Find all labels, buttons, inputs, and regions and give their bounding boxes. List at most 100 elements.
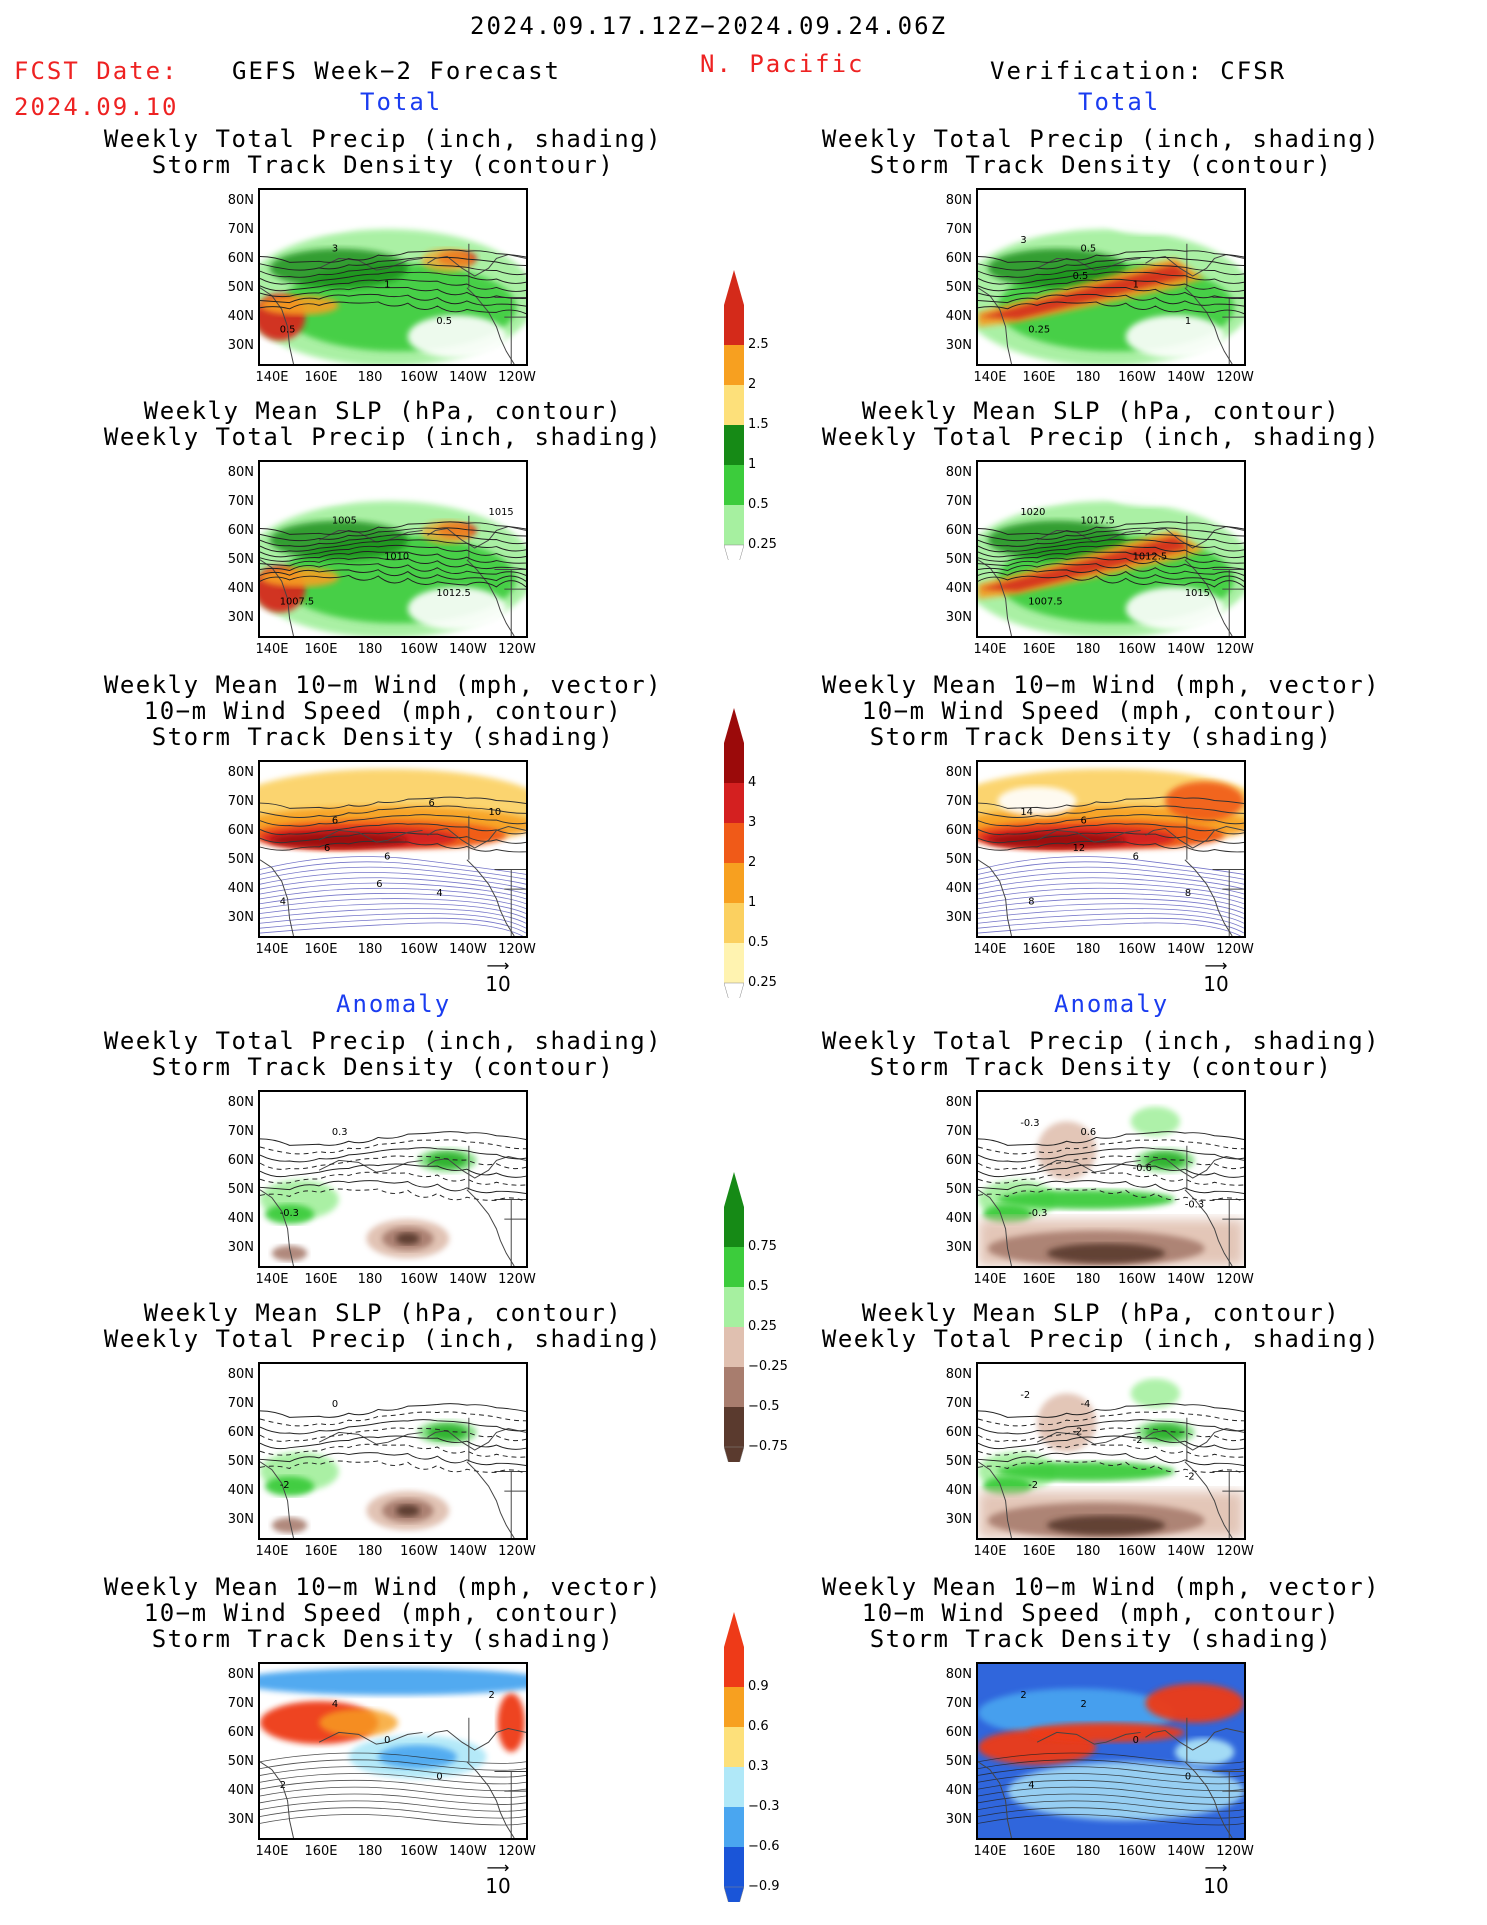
lat-label-t3-forecast-2: 60N <box>227 823 254 838</box>
colorbar-segment-3 <box>724 863 744 903</box>
panel-title-t1-forecast-line2: Storm Track Density (contour) <box>151 151 615 179</box>
contour-label-t2-verification-2: 1012.5 <box>1133 552 1167 563</box>
contour-label-a3-forecast-3: 0 <box>436 1771 442 1782</box>
colorbar-storm-total <box>723 708 745 1019</box>
lon-label-t2-forecast-2: 180 <box>357 642 383 657</box>
lon-label-a1-verification-3: 160W <box>1118 1272 1156 1287</box>
lon-label-t3-verification-1: 160E <box>1022 942 1056 957</box>
lon-label-a2-verification-1: 160E <box>1022 1544 1056 1559</box>
verification-label: Verification: CFSR <box>990 57 1287 85</box>
lon-label-t3-verification-2: 180 <box>1075 942 1101 957</box>
contour-label-a3-verification-0: 4 <box>1028 1780 1034 1791</box>
lat-label-t2-verification-0: 80N <box>945 465 972 480</box>
lon-label-a3-verification-1: 160E <box>1022 1844 1056 1859</box>
lon-label-t2-verification-1: 160E <box>1022 642 1056 657</box>
panel-title-t3-forecast-line2: 10−m Wind Speed (mph, contour) <box>143 697 623 725</box>
lat-label-t1-forecast-3: 50N <box>227 280 254 295</box>
lat-label-t3-forecast-0: 80N <box>227 765 254 780</box>
map-panel-a3-verification: 4 2 0 0 2 <box>976 1662 1246 1840</box>
vector-reference-a3-forecast: ⟶ 10 <box>478 1858 518 1899</box>
panel-title-a1-forecast-line2: Storm Track Density (contour) <box>151 1053 615 1081</box>
colorbar-label-precip-total-2: 1.5 <box>748 417 769 432</box>
map-panel-t2-verification: 1007.5 1017.5 1012.5 1015 1020 <box>976 460 1246 638</box>
panel-title-a1-forecast-line1: Weekly Total Precip (inch, shading) <box>103 1027 663 1055</box>
lon-label-a2-verification-5: 120W <box>1216 1544 1254 1559</box>
colorbar-segment-5 <box>724 943 744 983</box>
colorbar-label-precip-anom-4: −0.5 <box>748 1399 780 1414</box>
panel-title-t3-forecast-line3: Storm Track Density (shading) <box>151 723 615 751</box>
lon-label-a1-forecast-1: 160E <box>304 1272 338 1287</box>
lat-label-t1-forecast-1: 70N <box>227 222 254 237</box>
colorbar-bottom-arrow <box>723 544 745 581</box>
lon-label-t2-forecast-4: 140W <box>449 642 487 657</box>
lat-label-t1-verification-4: 40N <box>945 309 972 324</box>
colorbar-label-precip-total-5: 0.25 <box>748 537 777 552</box>
lon-label-a3-forecast-5: 120W <box>498 1844 536 1859</box>
lon-label-a2-verification-2: 180 <box>1075 1544 1101 1559</box>
arrow-right-icon: ⟶ <box>1204 956 1228 975</box>
lat-label-t3-forecast-4: 40N <box>227 881 254 896</box>
colorbar-segment-1 <box>724 783 744 823</box>
contour-label-a1-verification-1: 0.6 <box>1080 1127 1096 1138</box>
panel-title-t2-forecast-line2: Weekly Total Precip (inch, shading) <box>103 423 663 451</box>
lat-label-a1-verification-3: 50N <box>945 1182 972 1197</box>
colorbar-precip-anom <box>723 1172 745 1483</box>
lat-label-t2-forecast-2: 60N <box>227 523 254 538</box>
colorbar-segment-4 <box>724 1367 744 1407</box>
colorbar-label-storm-anom-2: 0.3 <box>748 1759 769 1774</box>
lon-label-t1-verification-0: 140E <box>973 370 1007 385</box>
contour-label-t3-verification-5: 12 <box>1073 843 1086 854</box>
lat-label-t3-forecast-3: 50N <box>227 852 254 867</box>
colorbar-label-storm-total-2: 2 <box>748 855 757 870</box>
colorbar-label-storm-anom-1: 0.6 <box>748 1719 769 1734</box>
lat-label-a2-verification-4: 40N <box>945 1483 972 1498</box>
lat-label-a2-forecast-3: 50N <box>227 1454 254 1469</box>
contour-label-a2-verification-1: -4 <box>1080 1399 1090 1410</box>
contour-label-t2-forecast-3: 1012.5 <box>436 588 470 599</box>
lat-label-a2-forecast-5: 30N <box>227 1512 254 1527</box>
lat-label-a2-verification-1: 70N <box>945 1396 972 1411</box>
contour-label-t1-forecast-0: 0.5 <box>280 325 296 336</box>
panel-title-t3-verification-line3: Storm Track Density (shading) <box>869 723 1333 751</box>
colorbar-label-storm-total-5: 0.25 <box>748 975 777 990</box>
colorbar-segment-1 <box>724 1247 744 1287</box>
contour-label-a3-verification-3: 0 <box>1185 1771 1191 1782</box>
lon-label-t1-forecast-2: 180 <box>357 370 383 385</box>
colorbar-bottom-arrow <box>723 982 745 1019</box>
panel-title-t1-forecast-line1: Weekly Total Precip (inch, shading) <box>103 125 663 153</box>
contour-label-t2-forecast-4: 1015 <box>489 507 514 518</box>
lon-label-a1-verification-2: 180 <box>1075 1272 1101 1287</box>
arrow-right-icon: ⟶ <box>486 1858 510 1877</box>
colorbar-label-storm-total-0: 4 <box>748 775 757 790</box>
lon-label-a1-verification-4: 140W <box>1167 1272 1205 1287</box>
contour-label-t1-verification-1: 0.5 <box>1080 244 1096 255</box>
lat-label-t2-verification-5: 30N <box>945 610 972 625</box>
lat-label-a1-forecast-0: 80N <box>227 1095 254 1110</box>
valid-period: 2024.09.17.12Z−2024.09.24.06Z <box>470 12 948 40</box>
lon-label-t3-forecast-1: 160E <box>304 942 338 957</box>
contour-label-t3-forecast-2: 6 <box>384 852 390 863</box>
contour-label-t3-verification-2: 6 <box>1133 852 1139 863</box>
contour-label-t3-verification-1: 6 <box>1080 816 1086 827</box>
contour-label-t1-forecast-2: 1 <box>384 280 390 291</box>
lon-label-t2-forecast-3: 160W <box>400 642 438 657</box>
contour-label-a2-verification-5: -2 <box>1073 1426 1083 1437</box>
contour-label-t3-forecast-4: 10 <box>489 807 502 818</box>
lon-label-a1-verification-0: 140E <box>973 1272 1007 1287</box>
lon-label-a3-forecast-4: 140W <box>449 1844 487 1859</box>
contour-label-t3-verification-4: 14 <box>1020 807 1033 818</box>
colorbar-segment-3 <box>724 1327 744 1367</box>
colorbar-segment-3 <box>724 425 744 465</box>
colorbar-label-storm-anom-5: −0.9 <box>748 1879 780 1894</box>
lat-label-a2-forecast-1: 70N <box>227 1396 254 1411</box>
lon-label-t2-verification-3: 160W <box>1118 642 1156 657</box>
colorbar-segment-0 <box>724 305 744 345</box>
lon-label-a2-forecast-5: 120W <box>498 1544 536 1559</box>
panel-title-t3-verification-line2: 10−m Wind Speed (mph, contour) <box>861 697 1341 725</box>
lon-label-a2-forecast-0: 140E <box>255 1544 289 1559</box>
colorbar-label-precip-anom-2: 0.25 <box>748 1319 777 1334</box>
contour-label-t3-verification-3: 8 <box>1185 888 1191 899</box>
contour-label-t1-forecast-1: 3 <box>332 244 338 255</box>
colorbar-segment-4 <box>724 465 744 505</box>
lat-label-t3-verification-3: 50N <box>945 852 972 867</box>
